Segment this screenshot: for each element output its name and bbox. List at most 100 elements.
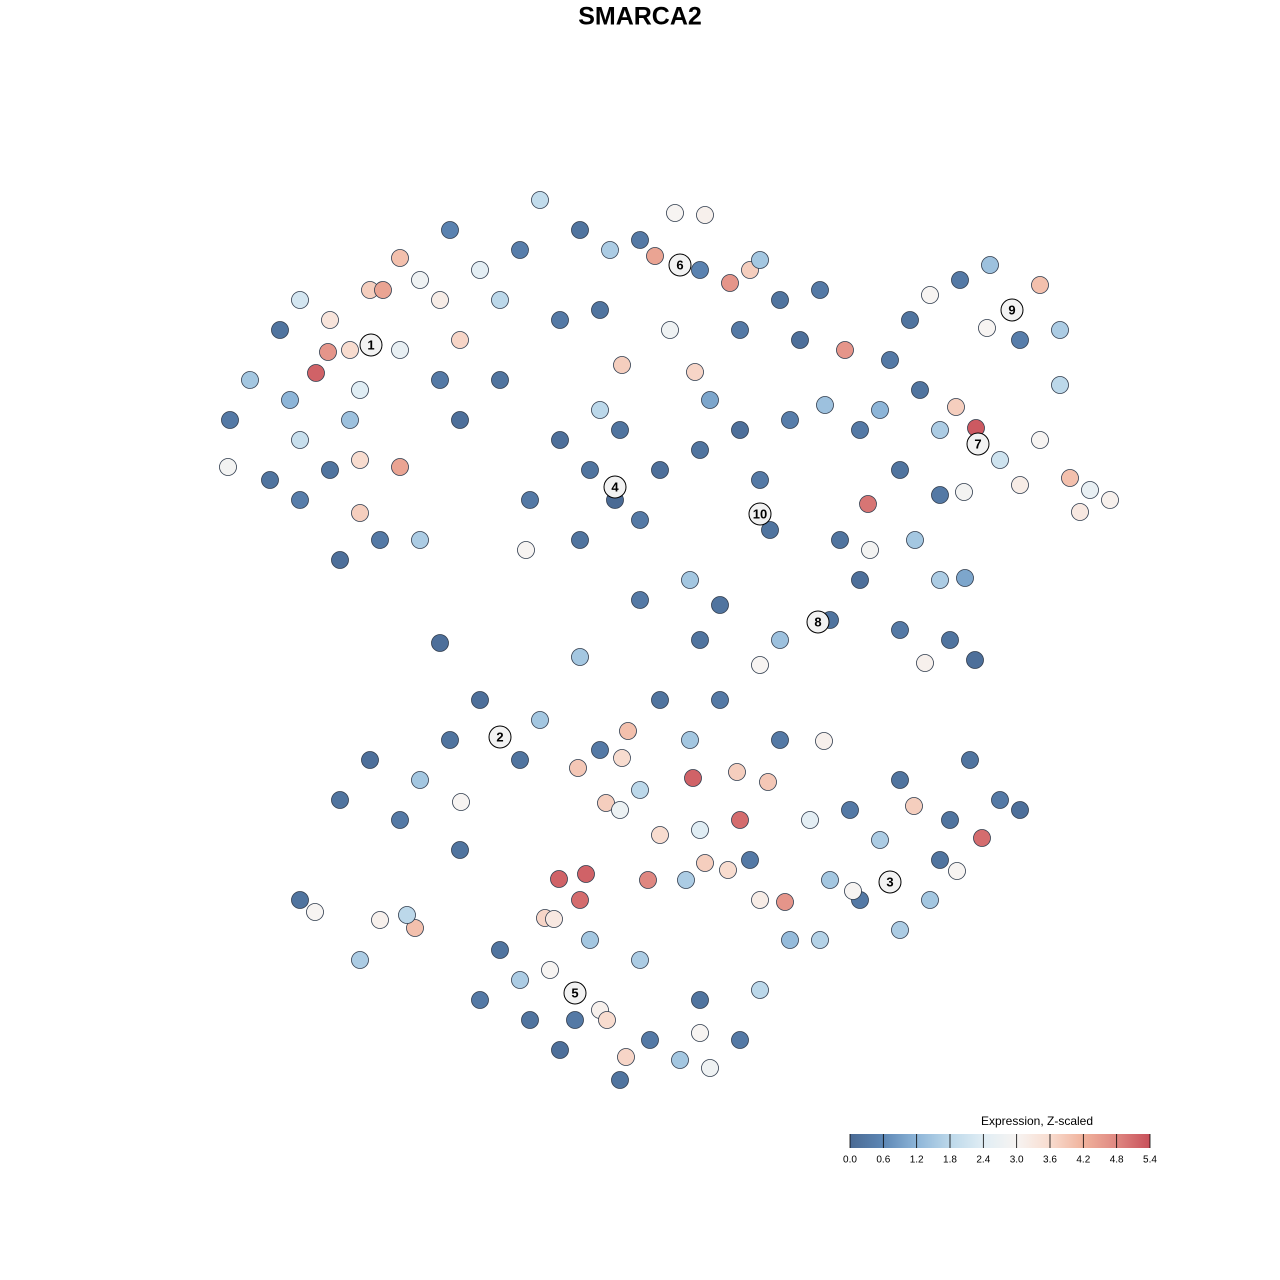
point	[591, 301, 609, 319]
point	[911, 381, 929, 399]
point	[566, 1011, 584, 1029]
colorbar-bar	[850, 1134, 1150, 1148]
points	[219, 191, 1119, 1089]
point	[451, 841, 469, 859]
point	[851, 571, 869, 589]
point	[681, 571, 699, 589]
point	[351, 951, 369, 969]
point	[701, 391, 719, 409]
cluster-label-bg	[806, 610, 830, 634]
point	[1061, 469, 1079, 487]
cluster-label-bg	[488, 725, 512, 749]
point	[491, 371, 509, 389]
cluster-label: 10	[753, 506, 767, 521]
point	[651, 461, 669, 479]
point	[591, 401, 609, 419]
colorbar-tick-label: 5.4	[1143, 1155, 1157, 1166]
point	[691, 631, 709, 649]
point	[321, 311, 339, 329]
point	[569, 759, 587, 777]
point	[844, 882, 862, 900]
point	[351, 504, 369, 522]
point	[307, 364, 325, 382]
point	[431, 634, 449, 652]
point	[981, 256, 999, 274]
point	[351, 381, 369, 399]
point	[291, 491, 309, 509]
point	[452, 793, 470, 811]
point	[591, 741, 609, 759]
point	[696, 854, 714, 872]
point	[761, 521, 779, 539]
point	[661, 321, 679, 339]
point	[941, 631, 959, 649]
point	[891, 771, 909, 789]
point	[1031, 431, 1049, 449]
point	[891, 461, 909, 479]
point	[571, 891, 589, 909]
cluster-label-bg	[668, 253, 692, 277]
point	[631, 591, 649, 609]
point	[691, 821, 709, 839]
point	[947, 398, 965, 416]
cluster-label-bg	[563, 981, 587, 1005]
chart-title: SMARCA2	[578, 3, 702, 31]
colorbar-tick-label: 0.6	[876, 1155, 890, 1166]
point	[836, 341, 854, 359]
point	[891, 621, 909, 639]
point	[545, 910, 563, 928]
cluster-label: 7	[974, 436, 981, 451]
colorbar: Expression, Z-scaled 0.0 0.6 1.2 1.8 2.4 3.0 3…	[843, 1114, 1157, 1165]
cluster-label-bg	[966, 432, 990, 456]
point	[531, 191, 549, 209]
point	[831, 531, 849, 549]
point	[571, 531, 589, 549]
point	[551, 311, 569, 329]
point	[696, 206, 714, 224]
colorbar-tick-label: 0.0	[843, 1155, 857, 1166]
point	[966, 651, 984, 669]
point	[411, 271, 429, 289]
point	[781, 411, 799, 429]
point	[1011, 331, 1029, 349]
point	[351, 451, 369, 469]
point	[771, 291, 789, 309]
cluster-label-bg	[748, 502, 772, 526]
point	[1051, 376, 1069, 394]
point	[751, 471, 769, 489]
point	[941, 811, 959, 829]
point	[691, 261, 709, 279]
point	[651, 691, 669, 709]
point	[306, 903, 324, 921]
point	[611, 801, 629, 819]
point	[991, 791, 1009, 809]
point	[619, 722, 637, 740]
cluster-label: 9	[1008, 302, 1015, 317]
point	[471, 691, 489, 709]
point	[906, 531, 924, 549]
point	[691, 441, 709, 459]
point	[1031, 276, 1049, 294]
cluster-label: 3	[886, 874, 893, 889]
point	[511, 751, 529, 769]
point	[973, 829, 991, 847]
point	[811, 931, 829, 949]
point	[801, 811, 819, 829]
point	[931, 486, 949, 504]
point	[781, 931, 799, 949]
point	[631, 511, 649, 529]
point	[731, 421, 749, 439]
point	[631, 231, 649, 249]
point	[391, 341, 409, 359]
point	[291, 431, 309, 449]
point	[851, 421, 869, 439]
colorbar-tick-label: 4.2	[1076, 1155, 1090, 1166]
point	[613, 749, 631, 767]
point	[978, 319, 996, 337]
point	[701, 1059, 719, 1077]
point	[931, 851, 949, 869]
point	[577, 865, 595, 883]
point	[341, 341, 359, 359]
point	[319, 343, 337, 361]
point	[491, 941, 509, 959]
